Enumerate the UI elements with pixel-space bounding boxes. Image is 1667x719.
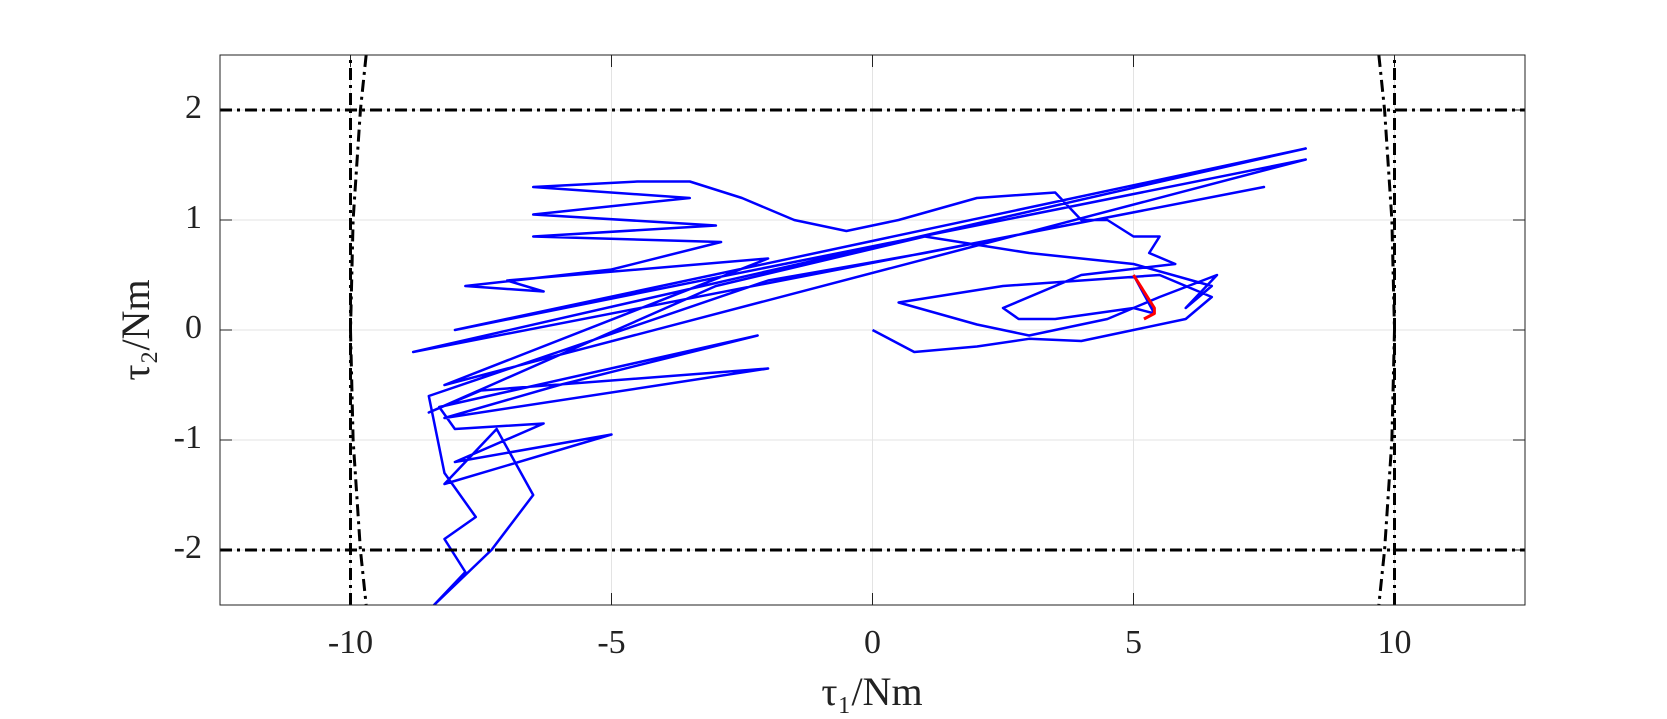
y-tick-label: -1	[174, 419, 202, 456]
y-tick-label: 2	[185, 89, 202, 126]
data-line	[349, 55, 368, 605]
x-axis-label: τ₁/Nm	[821, 669, 922, 714]
data-line	[411, 147, 1308, 605]
x-tick-label: 0	[864, 624, 881, 661]
y-tick-label: -2	[174, 529, 202, 566]
x-tick-label: 10	[1378, 624, 1412, 661]
data-line	[1132, 274, 1156, 321]
y-tick-label: 0	[185, 309, 202, 346]
y-tick-label: 1	[185, 199, 202, 236]
plot-frame	[219, 54, 1526, 606]
x-tick-label: -5	[597, 624, 625, 661]
data-line	[1377, 55, 1396, 605]
x-tick-label: 5	[1125, 624, 1142, 661]
x-tick-label: -10	[328, 624, 373, 661]
y-axis-label: τ₂/Nm	[113, 279, 158, 380]
